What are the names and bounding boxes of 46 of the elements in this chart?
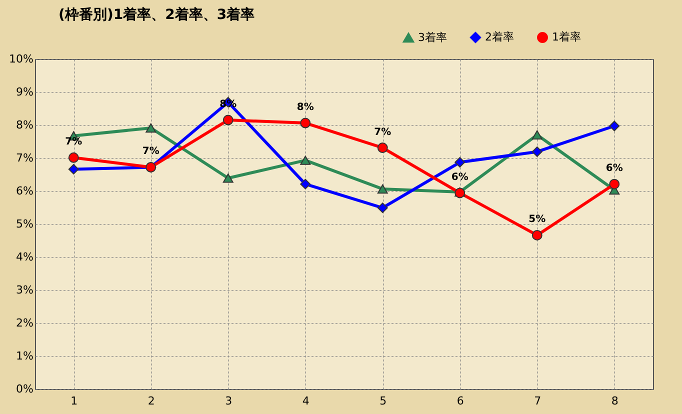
x-tick-label: 3 (225, 394, 232, 408)
point (68, 164, 79, 174)
legend-label: 2着率 (485, 30, 514, 44)
x-tick-label: 2 (148, 394, 155, 408)
data-label: 5% (528, 214, 546, 226)
data-label: 7% (374, 126, 392, 138)
point (609, 178, 620, 190)
point (222, 114, 234, 126)
point (300, 156, 311, 165)
x-tick-label: 5 (380, 394, 387, 408)
point (609, 120, 620, 132)
legend-label: 1着率 (552, 30, 581, 44)
y-tick-label: 9% (16, 86, 34, 98)
y-tick-label: 10% (9, 52, 34, 66)
y-tick-label: 8% (16, 118, 34, 132)
y-tick-label: 5% (16, 218, 34, 230)
x-tick-label: 4 (302, 394, 310, 408)
y-tick-label: 2% (16, 316, 34, 330)
point (146, 123, 156, 133)
point (532, 230, 542, 240)
point (222, 174, 234, 183)
y-tick-label: 4% (16, 250, 34, 264)
point (377, 202, 388, 214)
x-tick-label: 1 (70, 394, 78, 408)
point (532, 130, 542, 140)
point (300, 178, 311, 190)
y-tick-label: 0% (16, 382, 34, 396)
y-tick-label: 3% (16, 284, 34, 296)
data-label: 6% (606, 163, 623, 174)
point (377, 184, 388, 194)
point (377, 142, 388, 154)
x-tick-label: 6 (456, 394, 464, 408)
x-tick-label: 7 (534, 394, 542, 408)
y-tick-label: 6% (16, 184, 34, 198)
legend-label: 3着率 (418, 30, 447, 44)
point (300, 118, 311, 128)
data-label: 7% (142, 146, 160, 158)
y-tick-label: 1% (16, 350, 34, 362)
data-label: 8% (296, 102, 314, 114)
chart-title: (枠番別)1着率、2着率、3着率 (58, 6, 255, 23)
x-tick-label: 8 (611, 394, 618, 408)
y-tick-label: 7% (16, 152, 34, 164)
point (532, 146, 542, 157)
point (68, 152, 79, 163)
point (454, 157, 466, 168)
data-label: 6% (451, 172, 468, 183)
